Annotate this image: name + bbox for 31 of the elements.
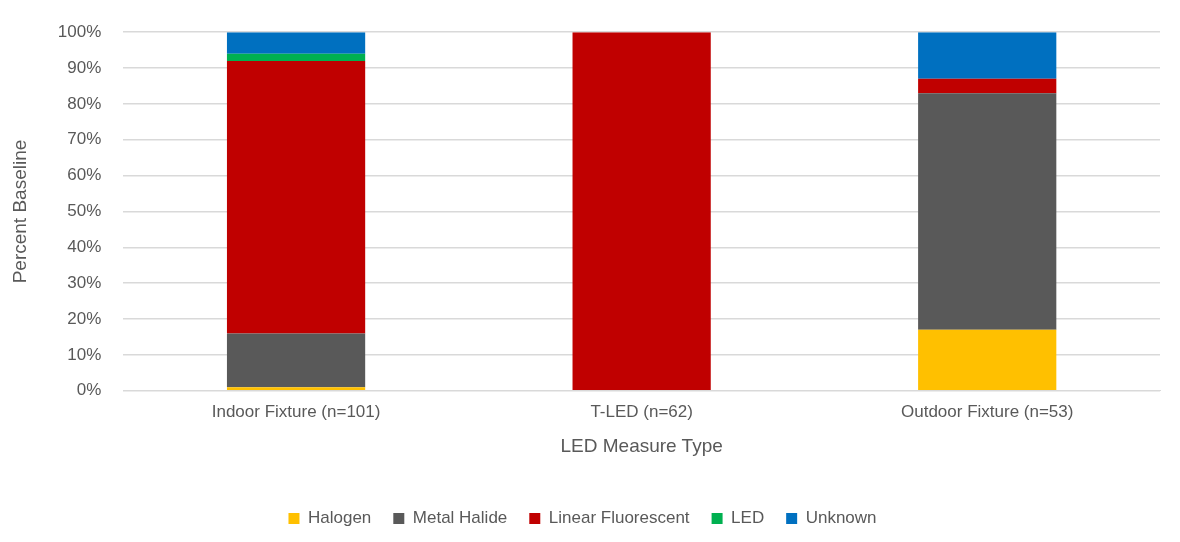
bar bbox=[918, 78, 1057, 94]
legend-label: Metal Halide bbox=[412, 508, 508, 528]
legend-label: Halogen bbox=[307, 508, 372, 528]
bar bbox=[226, 32, 366, 54]
x-tick-label: Indoor Fixture (n=101) bbox=[211, 401, 381, 421]
y-tick-label: 10% bbox=[67, 344, 102, 364]
y-tick-label: 50% bbox=[67, 201, 102, 221]
y-tick-label: 40% bbox=[67, 237, 102, 257]
legend-label: Unknown bbox=[805, 508, 877, 528]
y-tick-label: 30% bbox=[67, 272, 102, 292]
y-tick-label: 0% bbox=[76, 380, 102, 400]
y-tick-label: 100% bbox=[57, 21, 102, 41]
y-tick-label: 60% bbox=[67, 165, 102, 185]
y-tick-label: 90% bbox=[67, 57, 102, 77]
x-tick-label: T-LED (n=62) bbox=[590, 401, 693, 421]
bar bbox=[572, 32, 711, 391]
legend-label: LED bbox=[731, 508, 765, 528]
bar bbox=[226, 333, 366, 388]
bar bbox=[918, 32, 1057, 79]
y-tick-label: 80% bbox=[67, 93, 102, 113]
y-axis-title: Percent Baseline bbox=[8, 139, 30, 284]
x-axis-title: LED Measure Type bbox=[560, 434, 723, 456]
bar bbox=[918, 93, 1057, 330]
x-tick-label: Outdoor Fixture (n=53) bbox=[900, 401, 1074, 421]
legend-label: Linear Fluorescent bbox=[548, 508, 690, 528]
bar bbox=[918, 329, 1057, 391]
y-tick-label: 20% bbox=[67, 308, 102, 328]
y-tick-label: 70% bbox=[67, 129, 102, 149]
bar bbox=[226, 60, 366, 334]
bar bbox=[226, 387, 366, 391]
bar bbox=[226, 53, 366, 61]
